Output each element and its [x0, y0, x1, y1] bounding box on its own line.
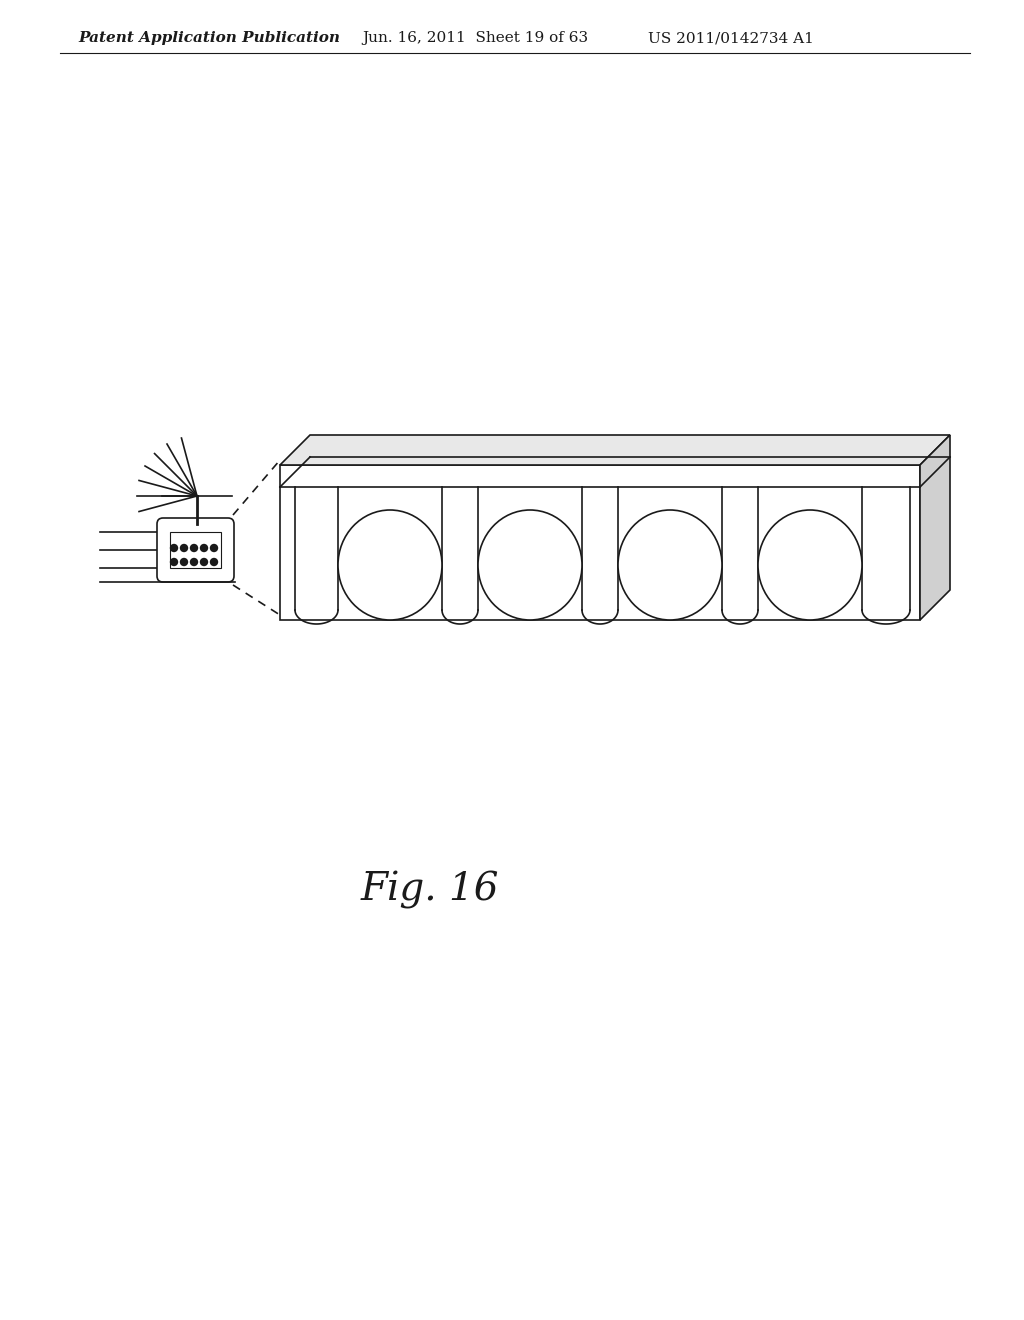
Polygon shape	[280, 436, 950, 465]
Text: Patent Application Publication: Patent Application Publication	[78, 30, 340, 45]
Bar	[280, 465, 920, 620]
Ellipse shape	[618, 510, 722, 620]
Circle shape	[211, 544, 217, 552]
FancyBboxPatch shape	[157, 517, 234, 582]
Text: US 2011/0142734 A1: US 2011/0142734 A1	[648, 30, 814, 45]
Ellipse shape	[758, 510, 862, 620]
Circle shape	[180, 558, 187, 565]
Ellipse shape	[338, 510, 442, 620]
Circle shape	[201, 544, 208, 552]
Circle shape	[190, 544, 198, 552]
Text: Jun. 16, 2011  Sheet 19 of 63: Jun. 16, 2011 Sheet 19 of 63	[362, 30, 588, 45]
Circle shape	[201, 558, 208, 565]
Ellipse shape	[478, 510, 582, 620]
Circle shape	[171, 544, 177, 552]
Polygon shape	[920, 436, 950, 620]
Circle shape	[190, 558, 198, 565]
Bar	[170, 532, 221, 568]
Circle shape	[211, 558, 217, 565]
Text: Fig. 16: Fig. 16	[360, 871, 500, 909]
Circle shape	[180, 544, 187, 552]
Circle shape	[171, 558, 177, 565]
